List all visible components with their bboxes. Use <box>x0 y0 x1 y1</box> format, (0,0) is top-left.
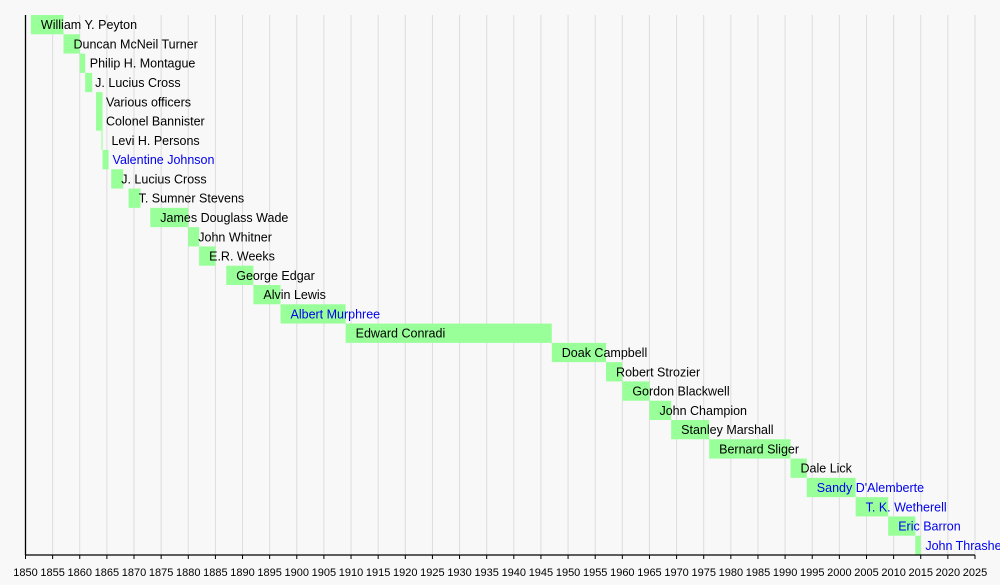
timeline-bar <box>551 342 607 363</box>
person-label: Duncan McNeil Turner <box>73 37 197 51</box>
timeline-bar <box>150 207 189 228</box>
tick-label: 1945 <box>529 567 553 579</box>
timeline-bar <box>226 265 254 285</box>
tick-label: 1890 <box>230 567 254 579</box>
tick-label: 1865 <box>95 567 119 579</box>
timeline-bar <box>855 497 889 517</box>
timeline-bar <box>806 477 856 498</box>
tick-label: 2020 <box>936 567 960 579</box>
timeline-bar <box>63 34 80 54</box>
tick-label: 1885 <box>203 567 227 579</box>
tick-label: 1930 <box>447 567 471 579</box>
timeline-bar <box>888 516 916 536</box>
tick-label: 1975 <box>691 567 715 579</box>
person-label: Stanley Marshall <box>681 423 773 437</box>
person-label: J. Lucius Cross <box>95 76 180 90</box>
person-label: E.R. Weeks <box>209 250 275 264</box>
timeline-bar <box>253 285 281 305</box>
tick-label: 1860 <box>68 567 92 579</box>
tick-label: 1950 <box>556 567 580 579</box>
tick-label: 1855 <box>40 567 64 579</box>
timeline-bar <box>30 15 64 35</box>
person-link[interactable]: Eric Barron <box>898 520 961 534</box>
person-label: George Edgar <box>236 269 315 283</box>
person-link[interactable]: T. K. Wetherell <box>866 500 947 514</box>
tick-label: 2010 <box>881 567 905 579</box>
person-label: Alvin Lewis <box>263 288 326 302</box>
tick-label: 2015 <box>909 567 933 579</box>
person-label: Robert Strozier <box>616 365 700 379</box>
timeline-bar <box>96 111 103 131</box>
person-link[interactable]: Sandy D'Alemberte <box>817 481 924 495</box>
person-label: John Champion <box>659 404 747 418</box>
tick-label: 1915 <box>366 567 390 579</box>
tick-label: 1970 <box>664 567 688 579</box>
tick-label: 1875 <box>149 567 173 579</box>
person-label: Colonel Bannister <box>106 115 205 129</box>
timeline-bar <box>709 439 791 459</box>
person-label: James Douglass Wade <box>160 211 288 225</box>
person-link[interactable]: John Thrasher <box>925 539 1000 553</box>
timeline-bar <box>85 72 93 93</box>
timeline-bar <box>96 92 103 112</box>
tick-label: 1850 <box>13 567 37 579</box>
person-label: Bernard Sliger <box>719 442 799 456</box>
tick-label: 2000 <box>827 567 851 579</box>
timeline-bar <box>649 400 672 420</box>
timeline-bar <box>622 381 650 401</box>
tick-label: 1955 <box>583 567 607 579</box>
tick-label: 1940 <box>502 567 526 579</box>
person-label: Levi H. Persons <box>111 134 199 148</box>
person-link[interactable]: Albert Murphree <box>291 307 381 321</box>
tick-label: 1980 <box>719 567 743 579</box>
timeline-bar <box>188 227 200 247</box>
tick-label: 1965 <box>637 567 661 579</box>
timeline-bar <box>915 535 921 555</box>
person-label: Various officers <box>106 95 191 109</box>
timeline-bar <box>79 53 86 73</box>
tick-label: 1900 <box>285 567 309 579</box>
timeline-bar <box>671 420 710 440</box>
timeline-bar <box>606 362 623 382</box>
person-label: William Y. Peyton <box>41 18 137 32</box>
person-label: Edward Conradi <box>356 327 446 341</box>
tick-label: 1960 <box>610 567 634 579</box>
timeline-bar <box>111 169 124 189</box>
tick-label: 1895 <box>257 567 281 579</box>
tick-label: 1995 <box>800 567 824 579</box>
person-label: Gordon Blackwell <box>632 385 729 399</box>
person-label: T. Sumner Stevens <box>139 192 245 206</box>
person-label: Philip H. Montague <box>90 57 196 71</box>
person-label: John Whitner <box>198 230 272 244</box>
tick-label: 1905 <box>312 567 336 579</box>
person-label: Dale Lick <box>801 462 853 476</box>
timeline-bar <box>280 304 346 324</box>
tick-label: 1990 <box>773 567 797 579</box>
timeline-bar <box>101 130 103 150</box>
tick-label: 1935 <box>474 567 498 579</box>
tick-label: 1910 <box>339 567 363 579</box>
timeline-bar <box>128 188 141 208</box>
timeline-bar <box>102 150 109 170</box>
tick-label: 1925 <box>420 567 444 579</box>
person-label: Doak Campbell <box>562 346 647 360</box>
person-label: J. Lucius Cross <box>121 172 206 186</box>
tick-label: 2025 <box>963 567 987 579</box>
person-link[interactable]: Valentine Johnson <box>113 153 215 167</box>
tick-label: 1880 <box>176 567 200 579</box>
timeline-bar <box>790 458 807 478</box>
tick-label: 1870 <box>122 567 146 579</box>
tick-label: 1920 <box>393 567 417 579</box>
timeline-bar <box>199 246 216 266</box>
tick-label: 2005 <box>854 567 878 579</box>
timeline-bar <box>345 323 552 343</box>
tick-label: 1985 <box>746 567 770 579</box>
